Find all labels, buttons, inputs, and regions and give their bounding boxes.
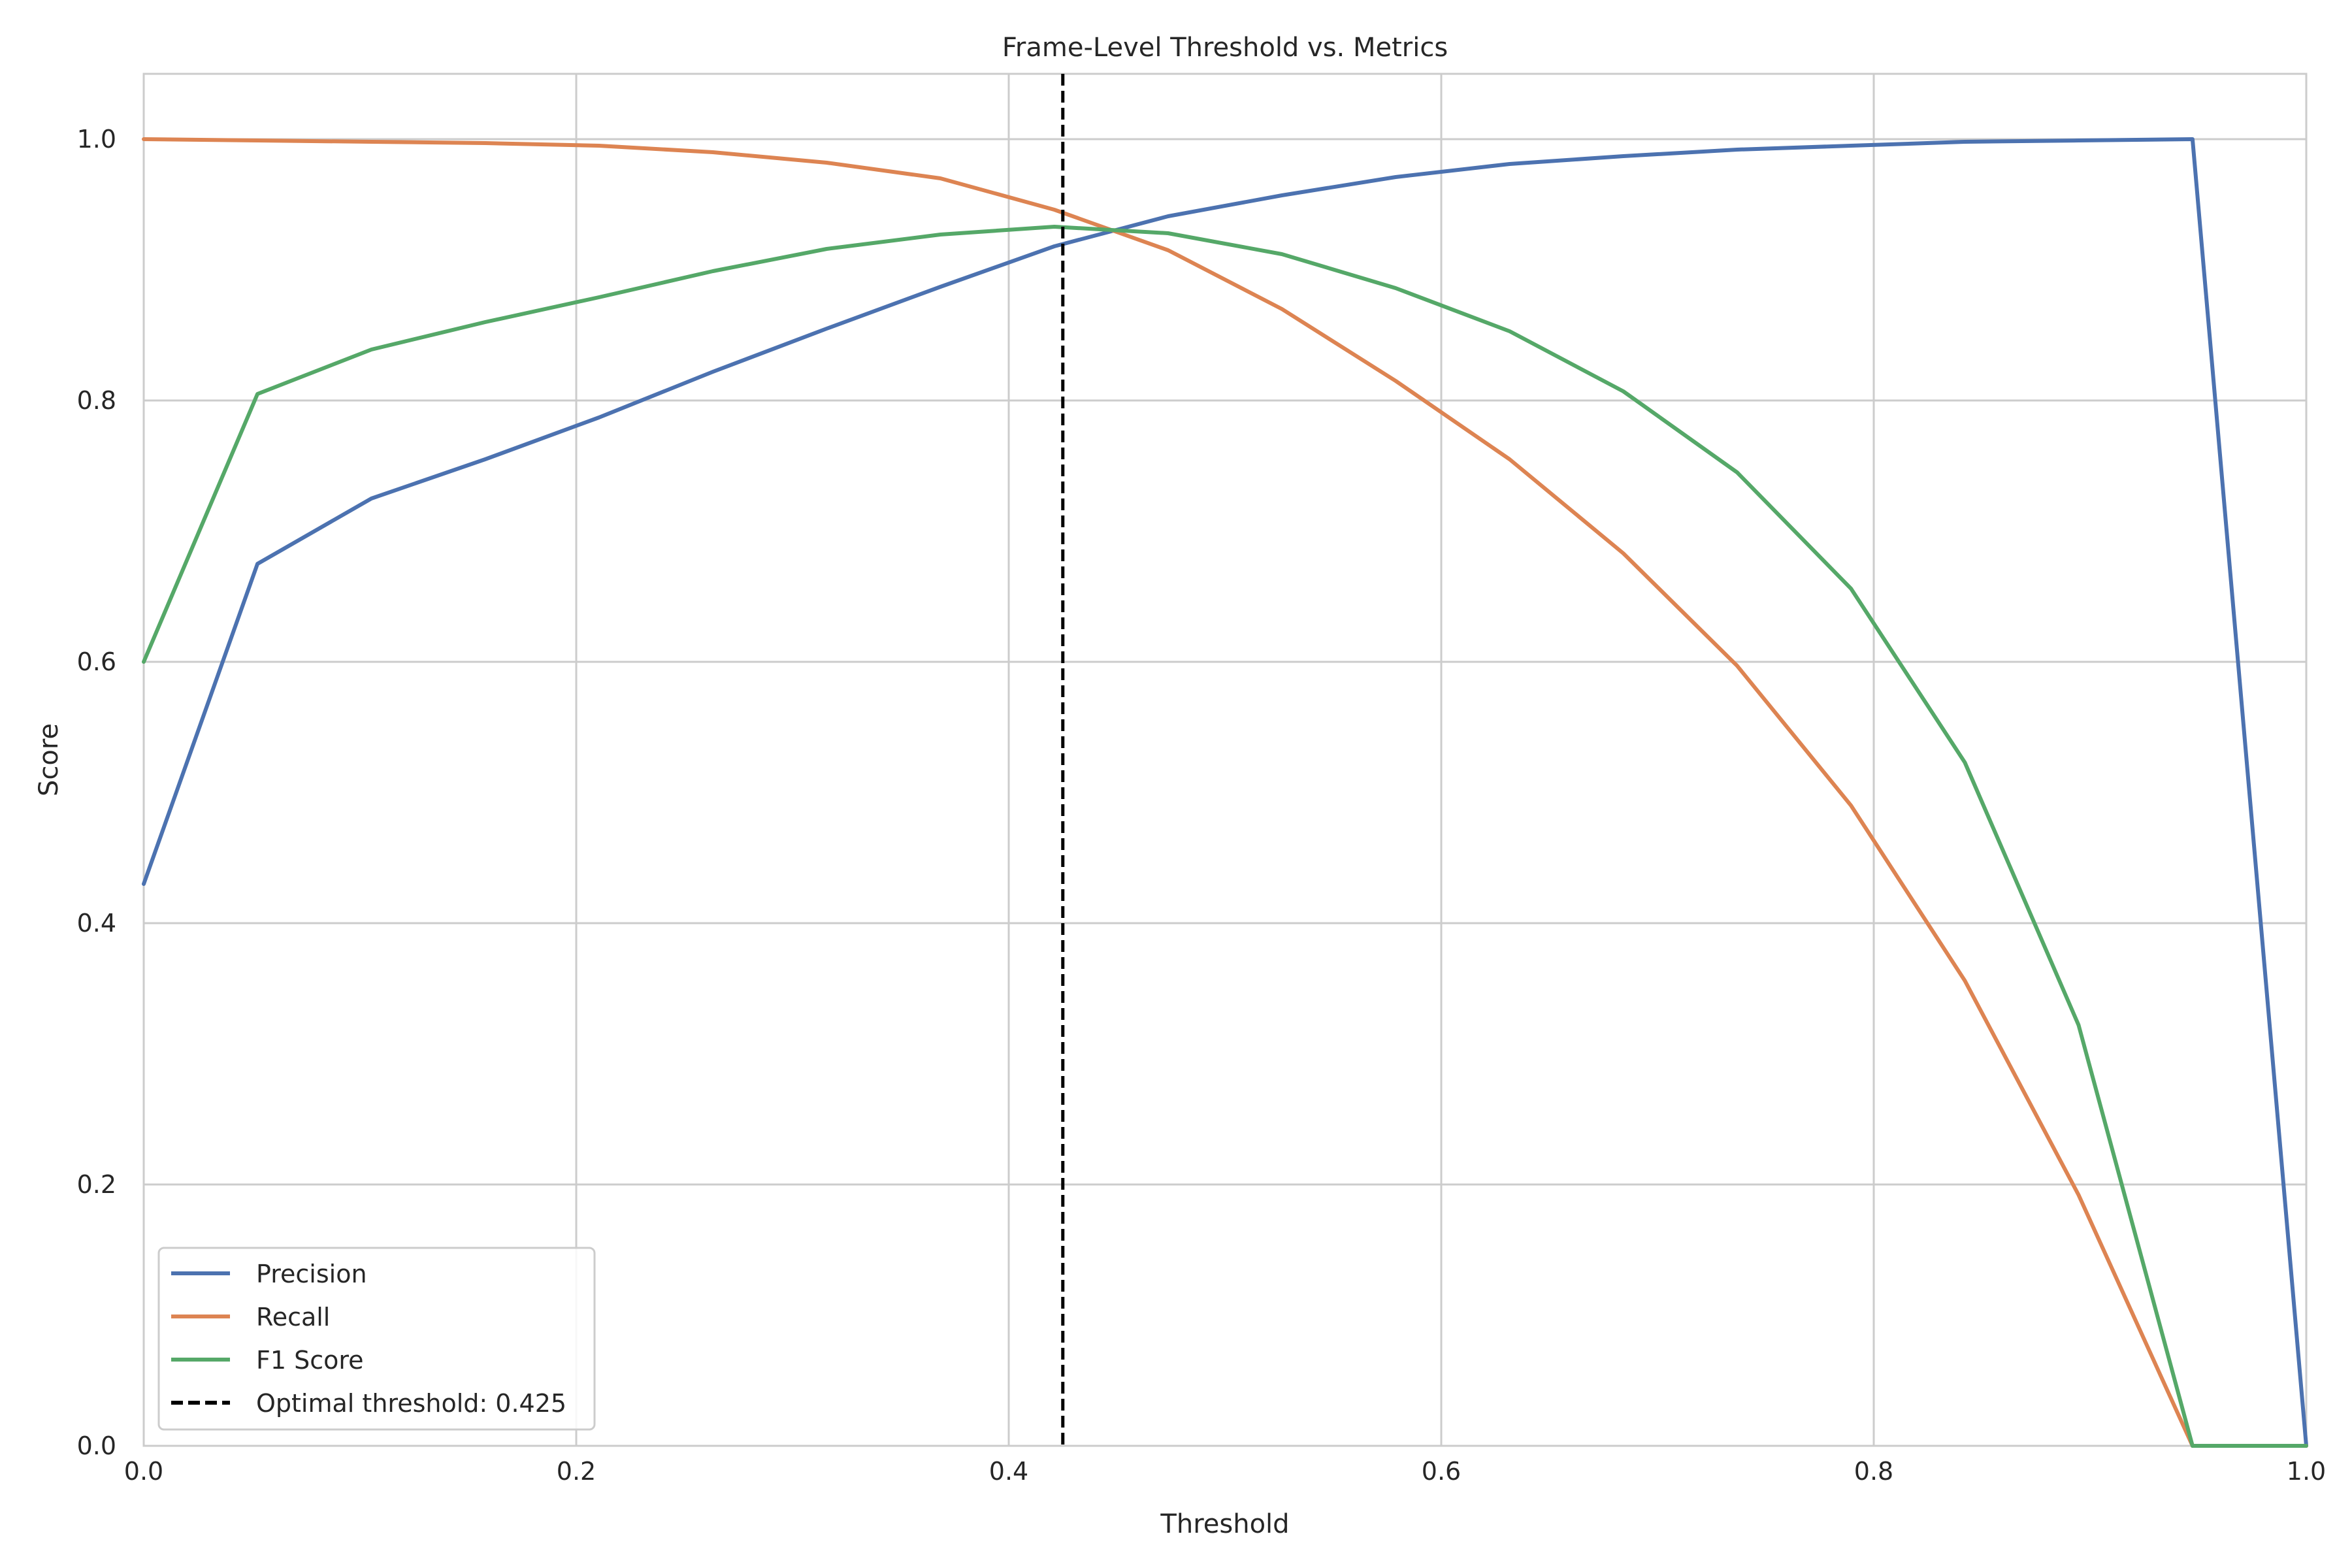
legend-label: Optimal threshold: 0.425	[256, 1389, 566, 1418]
recall-line	[142, 137, 2308, 1448]
legend-label: Precision	[256, 1260, 367, 1288]
x-tick-label: 0.0	[124, 1457, 163, 1486]
f1-score-line	[142, 225, 2308, 1448]
x-tick-label: 0.2	[557, 1457, 596, 1486]
y-tick-label: 0.6	[77, 647, 116, 676]
x-tick-label: 1.0	[2287, 1457, 2326, 1486]
x-tick-label: 0.8	[1854, 1457, 1893, 1486]
chart-title: Frame-Level Threshold vs. Metrics	[1002, 33, 1448, 63]
precision-line	[142, 137, 2308, 1448]
y-tick-label: 1.0	[77, 125, 116, 154]
y-tick-label: 0.0	[77, 1431, 116, 1460]
legend-label: Recall	[256, 1303, 330, 1331]
y-tick-label: 0.4	[77, 909, 116, 938]
legend: Precision Recall F1 Score Optimal threshold…	[157, 1247, 596, 1431]
tick-labels: 0.0 0.2 0.4 0.6 0.8 1.0 0.0 0.2 0.4 0.6 0.8 1.0	[77, 125, 2327, 1486]
grid	[142, 74, 2308, 1447]
x-axis-label: Threshold	[1160, 1509, 1289, 1539]
y-axis-label: Score	[34, 723, 64, 796]
y-tick-label: 0.8	[77, 386, 116, 415]
series-lines	[142, 137, 2308, 1448]
y-tick-label: 0.2	[77, 1170, 116, 1199]
plot-frame	[142, 73, 2308, 1447]
x-tick-label: 0.6	[1422, 1457, 1461, 1486]
legend-box	[157, 1247, 596, 1431]
x-tick-label: 0.4	[989, 1457, 1028, 1486]
legend-label: F1 Score	[256, 1346, 364, 1375]
